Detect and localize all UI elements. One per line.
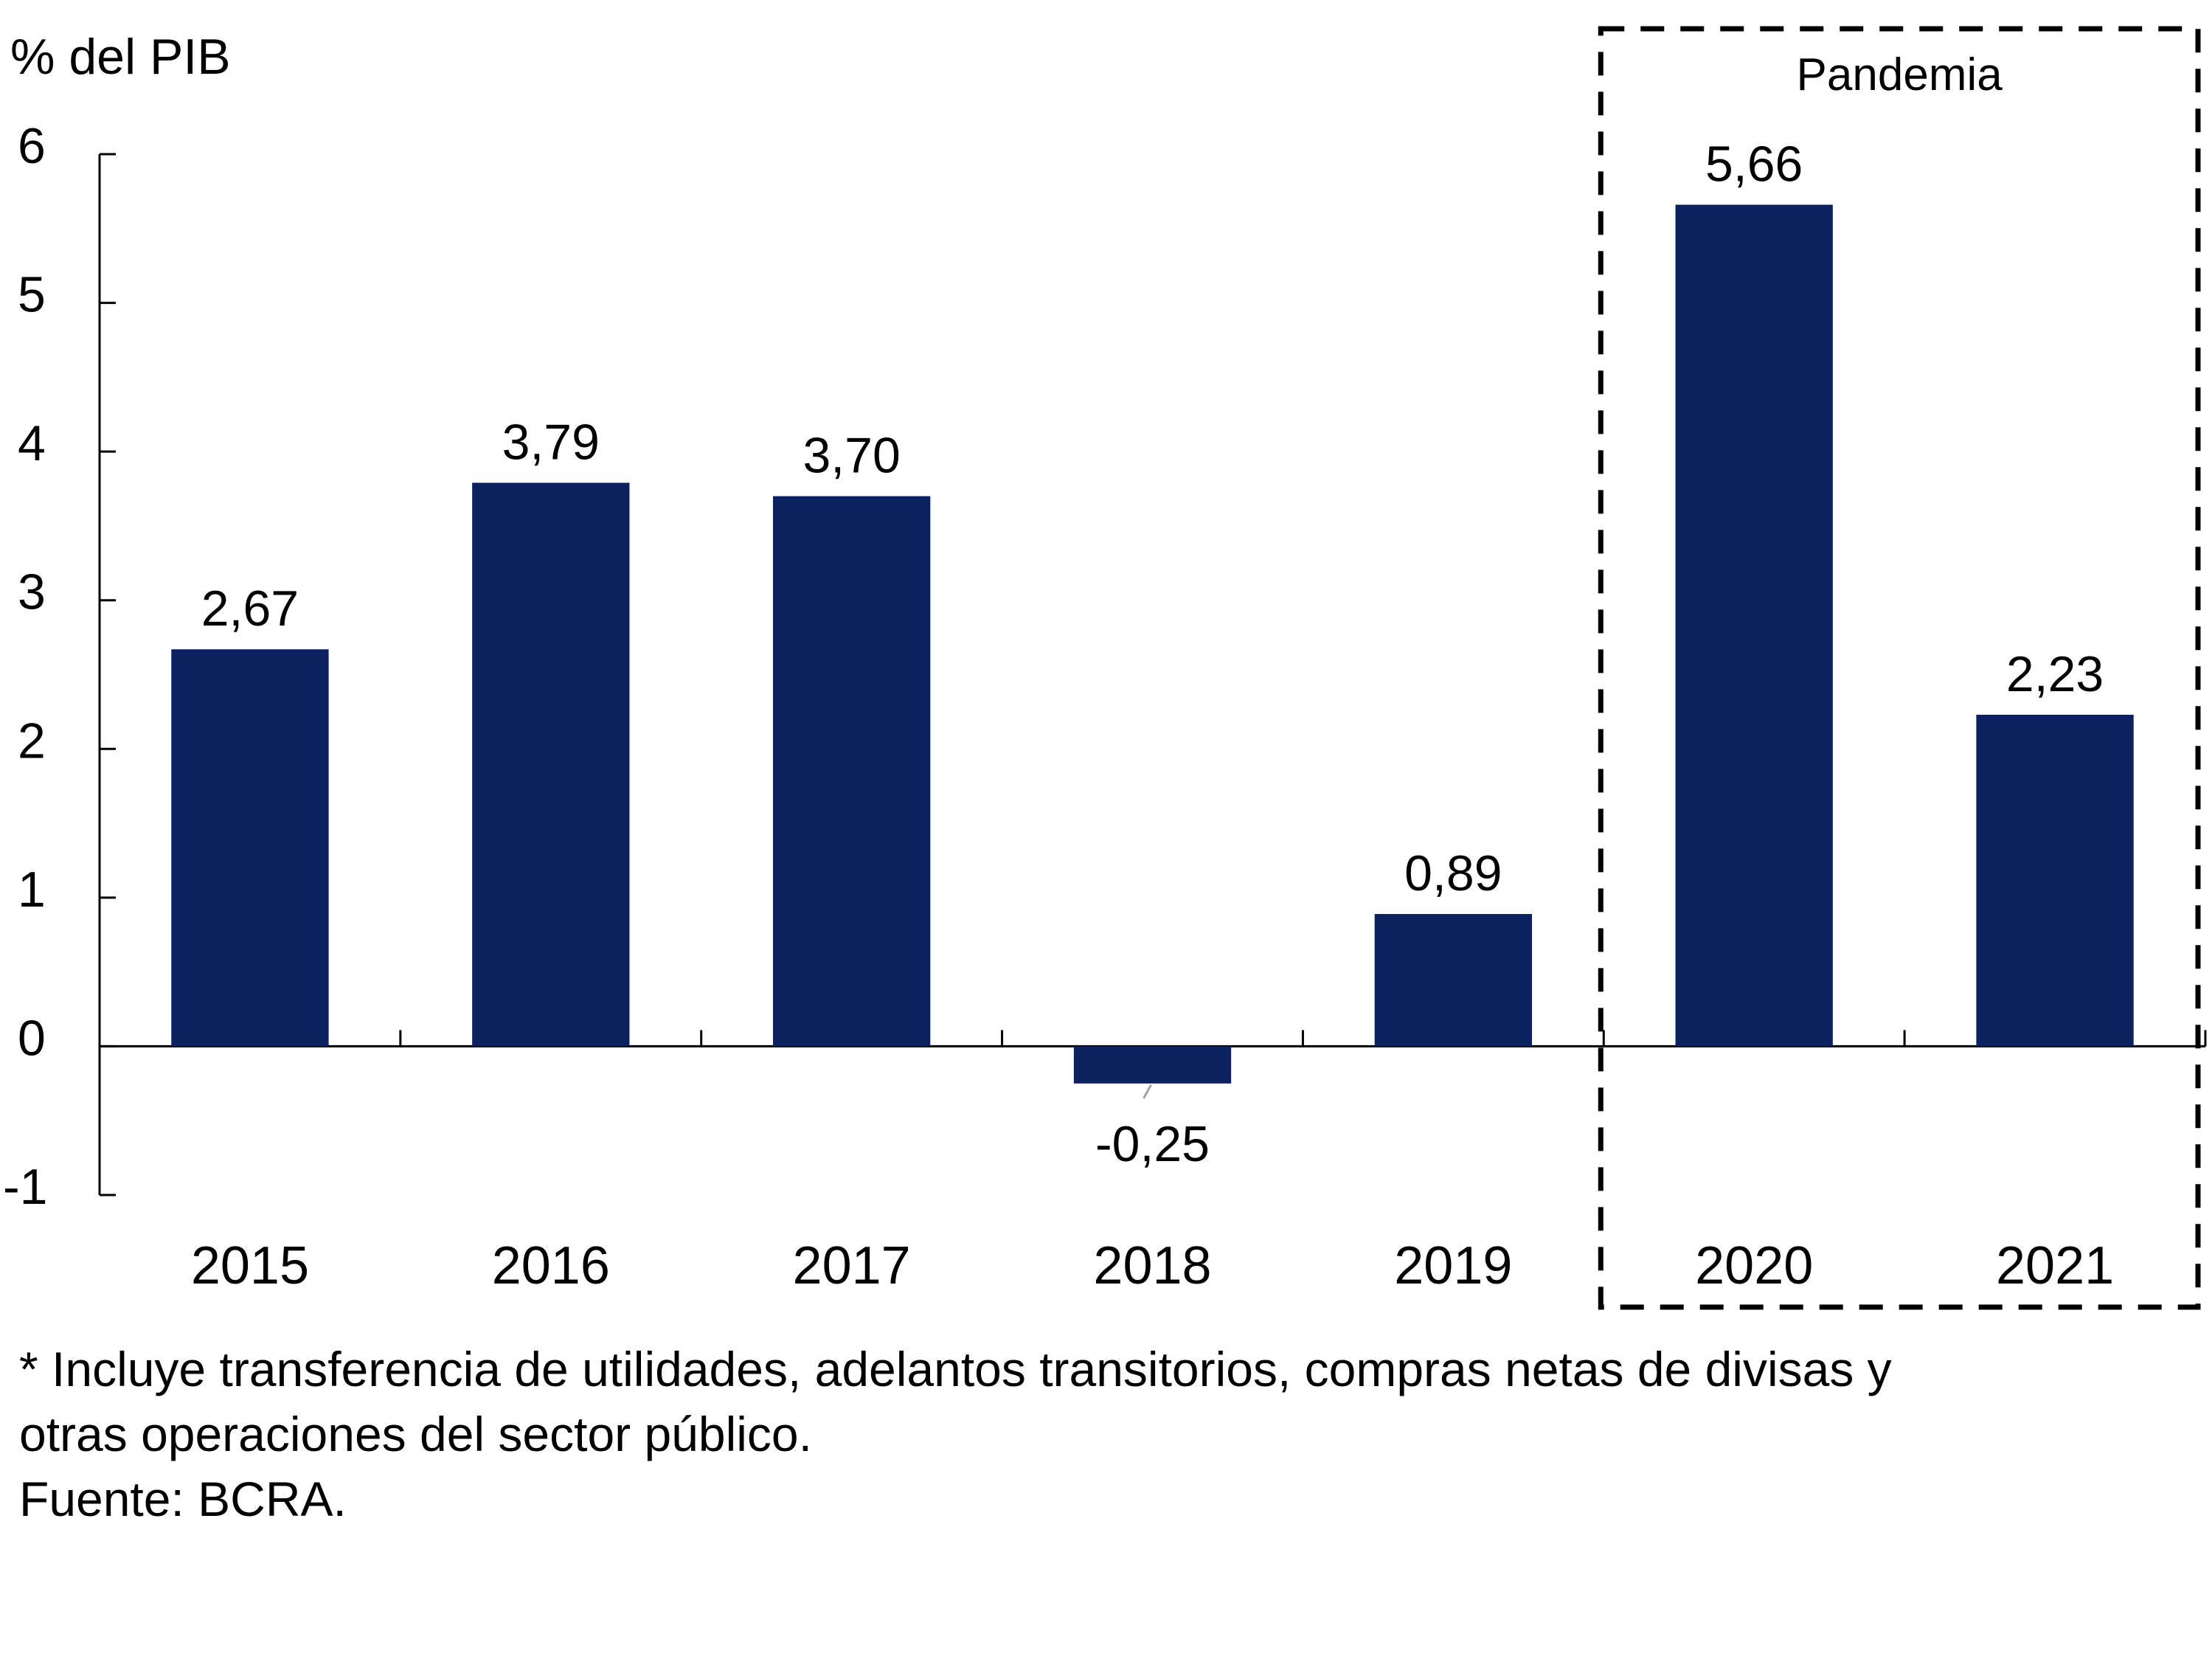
footnote-line: otras operaciones del sector público. — [19, 1407, 812, 1461]
x-tick-label: 2018 — [1093, 1236, 1211, 1295]
pandemia-annotation: Pandemia — [1598, 26, 2201, 1310]
y-tick-label: 5 — [18, 267, 46, 323]
data-label: -0,25 — [1095, 1116, 1210, 1172]
x-tick-label: 2021 — [1996, 1236, 2114, 1295]
x-tick-label: 2020 — [1695, 1236, 1813, 1295]
bar-2019 — [1374, 914, 1533, 1047]
x-tick-label: 2017 — [793, 1236, 911, 1295]
y-tick-label: 6 — [18, 118, 46, 174]
y-tick-label: 3 — [18, 564, 46, 620]
data-label: 5,66 — [1705, 136, 1803, 193]
x-tick-label: 2015 — [191, 1236, 309, 1295]
x-tick-label: 2019 — [1394, 1236, 1512, 1295]
x-axis-tick-labels: 2015 2016 2017 2018 2019 2020 2021 — [191, 1236, 2114, 1295]
data-label: 3,79 — [502, 414, 600, 470]
footnote: * Incluye transferencia de utilidades, a… — [19, 1337, 2202, 1531]
y-tick-label: 0 — [18, 1010, 46, 1066]
bar-2017 — [772, 496, 931, 1047]
bar-2021 — [1976, 714, 2134, 1047]
data-label: 2,67 — [201, 581, 299, 637]
bar-2016 — [472, 482, 630, 1047]
footnote-line: * Incluye transferencia de utilidades, a… — [19, 1342, 1892, 1396]
data-labels: 2,67 3,79 3,70 -0,25 0,89 5,66 2,23 — [201, 136, 2104, 1172]
y-tick-label: 4 — [18, 415, 46, 471]
bar-2020 — [1675, 204, 1833, 1047]
data-label-leader-line — [1143, 1084, 1152, 1099]
y-axis-ticks: -1 0 1 2 3 4 5 6 — [3, 118, 116, 1215]
y-axis-title: % del PIB — [10, 29, 231, 85]
source-note: Fuente: BCRA. — [19, 1472, 347, 1526]
y-tick-label: -1 — [3, 1159, 47, 1215]
data-label: 0,89 — [1404, 845, 1502, 901]
bars — [171, 204, 2134, 1084]
pandemia-dashed-box — [1598, 26, 2201, 1310]
axes — [98, 154, 2207, 1195]
data-label: 3,70 — [802, 428, 900, 484]
data-label: 2,23 — [2006, 646, 2104, 702]
y-tick-label: 2 — [18, 713, 46, 769]
x-tick-label: 2016 — [492, 1236, 610, 1295]
y-tick-label: 1 — [18, 862, 46, 918]
bar-2018 — [1073, 1046, 1232, 1084]
bar-2015 — [171, 649, 329, 1047]
pandemia-label: Pandemia — [1797, 49, 2003, 100]
